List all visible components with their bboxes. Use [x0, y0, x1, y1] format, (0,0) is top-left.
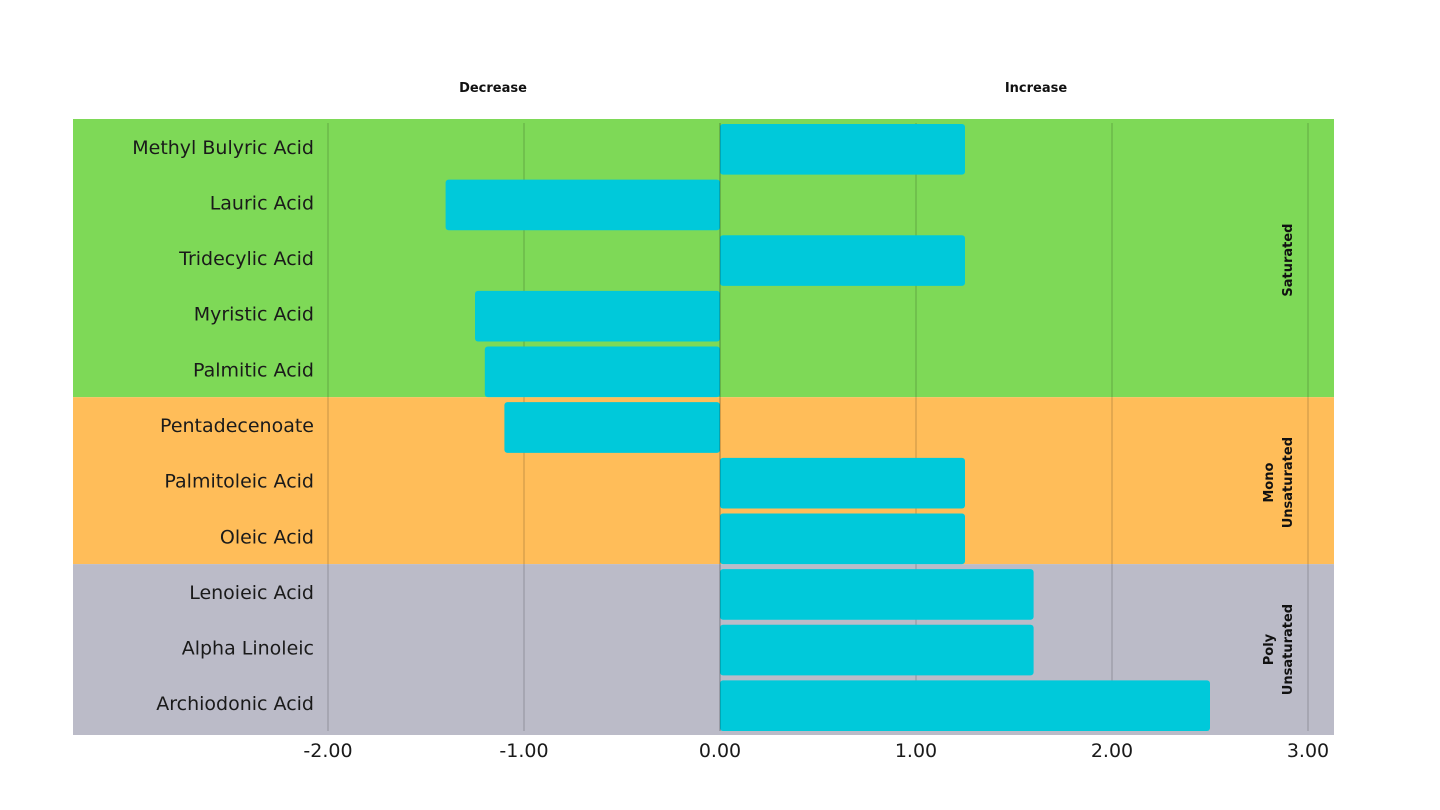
group-label-line: Mono	[1262, 463, 1277, 503]
x-tick-label: -2.00	[303, 740, 352, 762]
x-tick-label: -1.00	[499, 740, 548, 762]
category-label: Lenoieic Acid	[189, 582, 314, 604]
category-label: Lauric Acid	[210, 192, 314, 214]
increase-label: Increase	[1005, 81, 1068, 96]
x-tick-label: 1.00	[895, 740, 937, 762]
bar	[720, 569, 1034, 620]
bar	[720, 624, 1034, 676]
category-label: Tridecylic Acid	[178, 248, 314, 270]
bar	[720, 235, 965, 286]
category-label: Archiodonic Acid	[156, 693, 314, 715]
group-label: Poly Unsaturated	[1262, 604, 1296, 695]
x-tick-label: 3.00	[1287, 740, 1329, 762]
bar	[475, 290, 720, 342]
bar	[720, 513, 965, 565]
group-label-line: Poly	[1262, 633, 1277, 665]
group-label-line: Unsaturated	[1281, 604, 1296, 695]
category-label: Alpha Linoleic	[182, 638, 314, 660]
x-tick-label: 2.00	[1091, 740, 1133, 762]
category-labels: Methyl Bulyric Acid Lauric Acid Tridecylic…	[132, 137, 314, 715]
bar	[484, 346, 720, 398]
bar	[720, 457, 965, 509]
category-label: Pentadecenoate	[160, 415, 314, 437]
decrease-label: Decrease	[459, 81, 527, 96]
group-labels: Saturated Mono Unsaturated Poly Unsaturated	[1262, 224, 1296, 696]
category-label: Methyl Bulyric Acid	[132, 137, 314, 159]
category-label: Oleic Acid	[220, 526, 314, 548]
bar	[720, 680, 1210, 731]
x-tick-labels: -2.00 -1.00 0.00 1.00 2.00 3.00	[303, 740, 1329, 762]
category-label: Palmitic Acid	[193, 359, 314, 381]
group-label-line: Saturated	[1281, 224, 1296, 297]
bar	[445, 179, 720, 231]
group-bands	[73, 119, 1334, 735]
category-label: Palmitoleic Acid	[164, 471, 314, 493]
bar	[720, 124, 965, 175]
group-label-line: Unsaturated	[1281, 437, 1296, 528]
bar	[504, 402, 720, 453]
category-label: Myristic Acid	[194, 304, 314, 326]
bars	[445, 124, 1210, 731]
x-tick-label: 0.00	[699, 740, 741, 762]
group-label: Saturated	[1281, 224, 1296, 297]
group-label: Mono Unsaturated	[1262, 437, 1296, 528]
